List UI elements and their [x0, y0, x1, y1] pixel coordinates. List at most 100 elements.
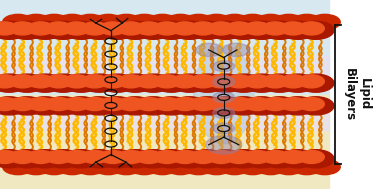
Circle shape [0, 97, 27, 115]
Circle shape [226, 150, 252, 163]
Circle shape [262, 21, 298, 39]
Circle shape [190, 150, 216, 163]
Circle shape [153, 21, 190, 39]
Circle shape [201, 14, 232, 30]
Circle shape [244, 150, 270, 163]
Circle shape [100, 150, 126, 163]
Circle shape [298, 98, 324, 111]
Circle shape [45, 150, 81, 168]
Circle shape [147, 159, 178, 175]
Circle shape [280, 98, 306, 111]
Bar [0, 56, 329, 77]
Circle shape [117, 21, 153, 39]
Circle shape [64, 22, 90, 35]
Circle shape [171, 21, 208, 39]
Circle shape [3, 159, 33, 175]
Circle shape [226, 21, 262, 39]
Circle shape [226, 75, 252, 88]
Circle shape [298, 22, 324, 35]
Circle shape [226, 150, 262, 168]
Circle shape [0, 150, 18, 163]
Circle shape [291, 159, 322, 175]
Circle shape [298, 97, 334, 115]
Circle shape [27, 150, 54, 163]
Circle shape [136, 75, 162, 88]
Circle shape [255, 159, 286, 175]
Circle shape [208, 21, 244, 39]
Circle shape [0, 74, 27, 92]
Circle shape [165, 159, 196, 175]
Circle shape [280, 74, 316, 92]
Circle shape [0, 150, 27, 168]
Circle shape [45, 75, 72, 88]
Circle shape [117, 74, 153, 92]
Circle shape [208, 150, 234, 163]
Circle shape [136, 98, 162, 111]
Circle shape [154, 98, 180, 111]
Circle shape [9, 75, 36, 88]
Circle shape [190, 74, 226, 92]
Circle shape [226, 22, 252, 35]
Circle shape [64, 150, 90, 163]
Circle shape [208, 74, 244, 92]
Circle shape [244, 150, 280, 168]
Circle shape [81, 74, 117, 92]
Circle shape [262, 98, 288, 111]
Bar [0, 0, 329, 94]
Circle shape [118, 150, 144, 163]
Circle shape [75, 159, 106, 175]
Circle shape [117, 150, 153, 168]
Circle shape [63, 150, 99, 168]
Circle shape [0, 22, 18, 35]
Circle shape [262, 74, 298, 92]
Circle shape [213, 108, 235, 118]
Circle shape [100, 75, 126, 88]
Circle shape [262, 22, 288, 35]
Circle shape [213, 123, 235, 134]
Circle shape [280, 21, 316, 39]
Circle shape [81, 97, 117, 115]
Circle shape [273, 159, 304, 175]
Circle shape [9, 150, 36, 163]
Circle shape [9, 97, 45, 115]
Circle shape [27, 21, 63, 39]
Circle shape [219, 159, 250, 175]
Circle shape [45, 22, 72, 35]
Circle shape [45, 98, 72, 111]
Circle shape [196, 43, 223, 57]
Circle shape [129, 159, 160, 175]
Circle shape [9, 150, 45, 168]
Circle shape [99, 74, 135, 92]
Circle shape [75, 14, 106, 30]
Circle shape [183, 159, 214, 175]
Circle shape [165, 14, 196, 30]
Circle shape [39, 159, 70, 175]
Circle shape [201, 159, 232, 175]
Bar [0, 94, 329, 189]
Circle shape [21, 159, 52, 175]
Circle shape [118, 98, 144, 111]
Circle shape [0, 98, 18, 111]
Circle shape [262, 150, 288, 163]
Circle shape [298, 150, 334, 168]
Circle shape [153, 97, 190, 115]
Circle shape [298, 74, 334, 92]
Circle shape [208, 75, 234, 88]
Circle shape [244, 97, 280, 115]
Circle shape [64, 98, 90, 111]
Circle shape [298, 21, 334, 39]
Circle shape [206, 136, 242, 154]
Circle shape [190, 97, 226, 115]
Circle shape [64, 75, 90, 88]
Circle shape [57, 159, 88, 175]
Circle shape [154, 150, 180, 163]
Circle shape [213, 61, 235, 72]
Circle shape [81, 150, 117, 168]
Circle shape [45, 21, 81, 39]
Circle shape [262, 150, 298, 168]
Circle shape [99, 97, 135, 115]
Circle shape [81, 21, 117, 39]
Circle shape [111, 14, 142, 30]
Circle shape [154, 75, 180, 88]
Circle shape [45, 74, 81, 92]
